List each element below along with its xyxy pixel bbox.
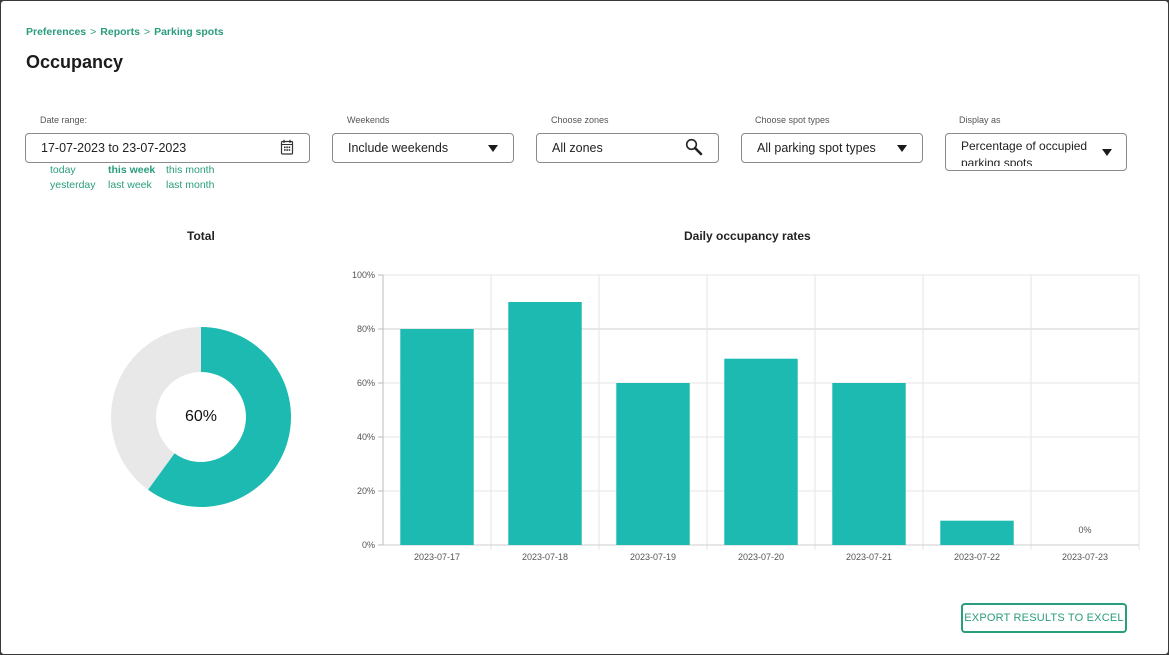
display-as-value: Percentage of occupied parking spots	[961, 139, 1088, 166]
weekends-value: Include weekends	[348, 141, 449, 155]
display-as-label: Display as	[959, 115, 1001, 125]
chevron-down-icon	[488, 144, 498, 152]
date-range-label: Date range:	[40, 115, 88, 125]
breadcrumb-separator: >	[90, 26, 97, 38]
quick-range-this-week[interactable]: this week	[108, 164, 156, 176]
donut-segment-empty	[111, 327, 201, 490]
y-tick-label: 0%	[362, 540, 375, 550]
page-title: Occupancy	[26, 52, 124, 72]
total-chart-title: Total	[187, 229, 215, 243]
x-tick-label: 2023-07-20	[738, 552, 784, 562]
y-tick-label: 60%	[357, 378, 375, 388]
display-as-select[interactable]: Percentage of occupied parking spots	[945, 133, 1127, 171]
chevron-down-icon	[897, 144, 907, 152]
spot-types-label: Choose spot types	[755, 115, 830, 125]
quick-range-yesterday[interactable]: yesterday	[50, 179, 96, 191]
x-tick-label: 2023-07-21	[846, 552, 892, 562]
chevron-down-icon	[1102, 148, 1112, 156]
y-tick-label: 40%	[357, 432, 375, 442]
bar-2023-07-22[interactable]	[940, 520, 1014, 545]
bar-2023-07-18[interactable]	[508, 302, 582, 545]
donut-segment-occupied	[148, 327, 292, 507]
total-donut-chart: 60%	[110, 326, 292, 508]
bar-chart-title: Daily occupancy rates	[684, 229, 811, 243]
quick-range-links: today this week this month yesterday las…	[50, 164, 226, 191]
date-range-value: 17-07-2023 to 23-07-2023	[41, 141, 187, 155]
export-excel-button[interactable]: EXPORT RESULTS TO EXCEL	[961, 603, 1127, 633]
x-tick-label: 2023-07-22	[954, 552, 1000, 562]
y-tick-label: 80%	[357, 324, 375, 334]
spot-types-select[interactable]: All parking spot types	[741, 133, 923, 163]
bar-2023-07-17[interactable]	[400, 329, 474, 545]
donut-center-label: 60%	[184, 408, 218, 425]
weekends-select[interactable]: Include weekends	[332, 133, 514, 163]
search-icon[interactable]	[685, 138, 703, 159]
spot-types-value: All parking spot types	[757, 141, 876, 155]
breadcrumb-preferences[interactable]: Preferences	[26, 26, 87, 38]
zones-search-input[interactable]: All zones	[536, 133, 719, 163]
bar-2023-07-19[interactable]	[616, 383, 690, 545]
x-tick-label: 2023-07-19	[630, 552, 676, 562]
zones-value: All zones	[552, 141, 603, 155]
quick-range-last-month[interactable]: last month	[166, 179, 215, 191]
x-tick-label: 2023-07-17	[414, 552, 460, 562]
quick-range-last-week[interactable]: last week	[108, 179, 152, 191]
donut-svg	[111, 327, 292, 507]
zones-label: Choose zones	[551, 115, 609, 125]
calendar-icon[interactable]	[280, 139, 294, 158]
x-tick-label: 2023-07-23	[1062, 552, 1108, 562]
y-tick-label: 20%	[357, 486, 375, 496]
date-range-input[interactable]: 17-07-2023 to 23-07-2023	[25, 133, 310, 163]
weekends-label: Weekends	[347, 115, 390, 125]
quick-range-today[interactable]: today	[50, 164, 76, 176]
breadcrumb: Preferences > Reports > Parking spots	[26, 26, 224, 38]
breadcrumb-reports[interactable]: Reports	[100, 26, 140, 38]
bar-zero-label: 0%	[1078, 525, 1091, 535]
breadcrumb-separator: >	[143, 26, 151, 38]
daily-occupancy-bar-chart: 0% 20% 40% 60% 80% 100% 2023-07-17 2023-07-18 20…	[352, 270, 1140, 562]
x-tick-label: 2023-07-18	[522, 552, 568, 562]
bar-2023-07-21[interactable]	[832, 383, 906, 545]
quick-range-this-month[interactable]: this month	[166, 164, 215, 176]
breadcrumb-parking-spots[interactable]: Parking spots	[154, 26, 224, 38]
bar-2023-07-20[interactable]	[724, 358, 798, 545]
y-tick-label: 100%	[352, 270, 375, 280]
